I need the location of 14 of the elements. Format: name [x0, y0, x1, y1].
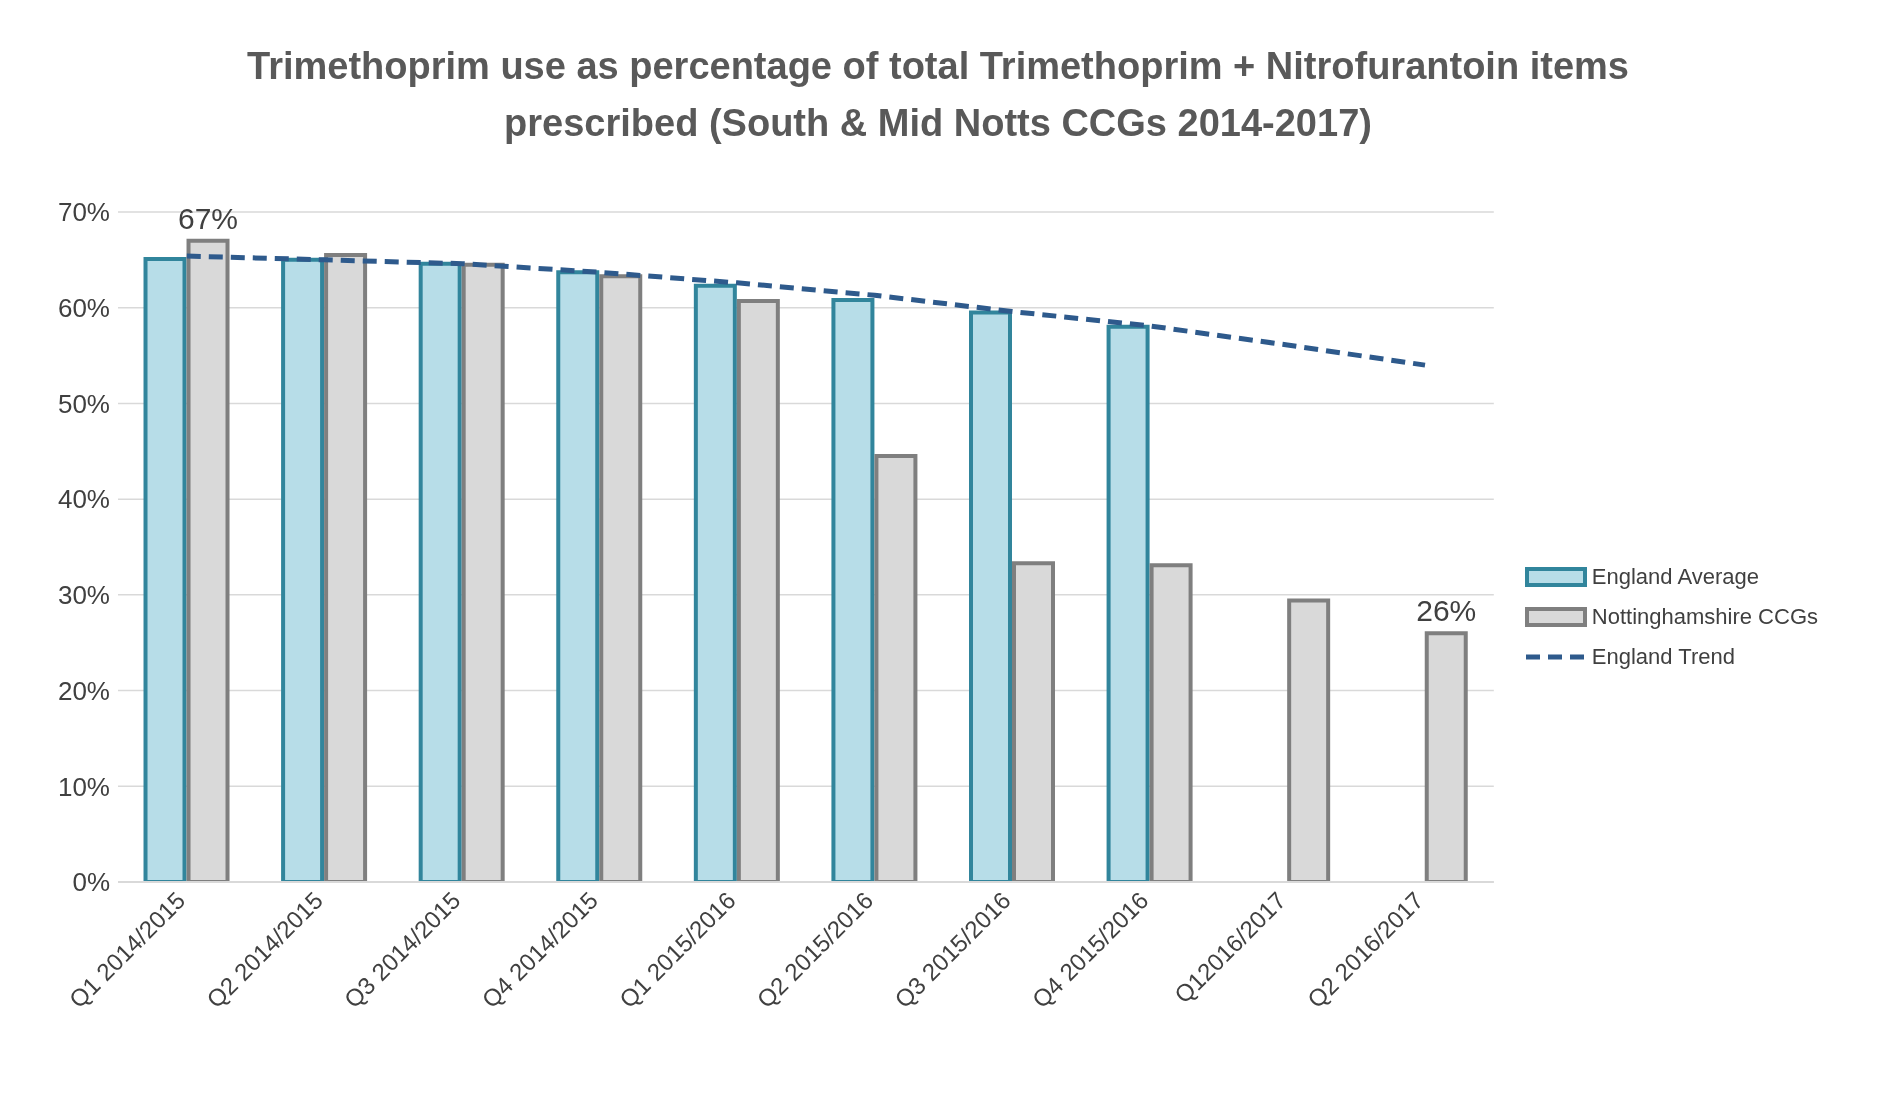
y-tick-label: 10% [57, 771, 110, 802]
data-label: 26% [1416, 594, 1477, 628]
y-tick-label: 40% [57, 484, 110, 515]
data-label: 67% [177, 201, 239, 235]
chart-title: Trimethoprim use as percentage of total Trimethoprim + Nitrofurantoin items prescribed (South & Mid Notts CCGs 2014-2017) [246, 44, 1630, 146]
y-tick-label: 0% [72, 867, 110, 898]
y-tick-label: 20% [57, 675, 110, 706]
y-tick-label: 30% [57, 580, 110, 611]
y-tick-label: 70% [57, 197, 110, 228]
legend-label: England Trend [1591, 644, 1735, 670]
y-tick-label: 50% [57, 388, 110, 419]
legend-label: England Average [1591, 564, 1759, 590]
legend-label: Nottinghamshire CCGs [1591, 604, 1818, 630]
y-tick-label: 60% [57, 292, 110, 323]
